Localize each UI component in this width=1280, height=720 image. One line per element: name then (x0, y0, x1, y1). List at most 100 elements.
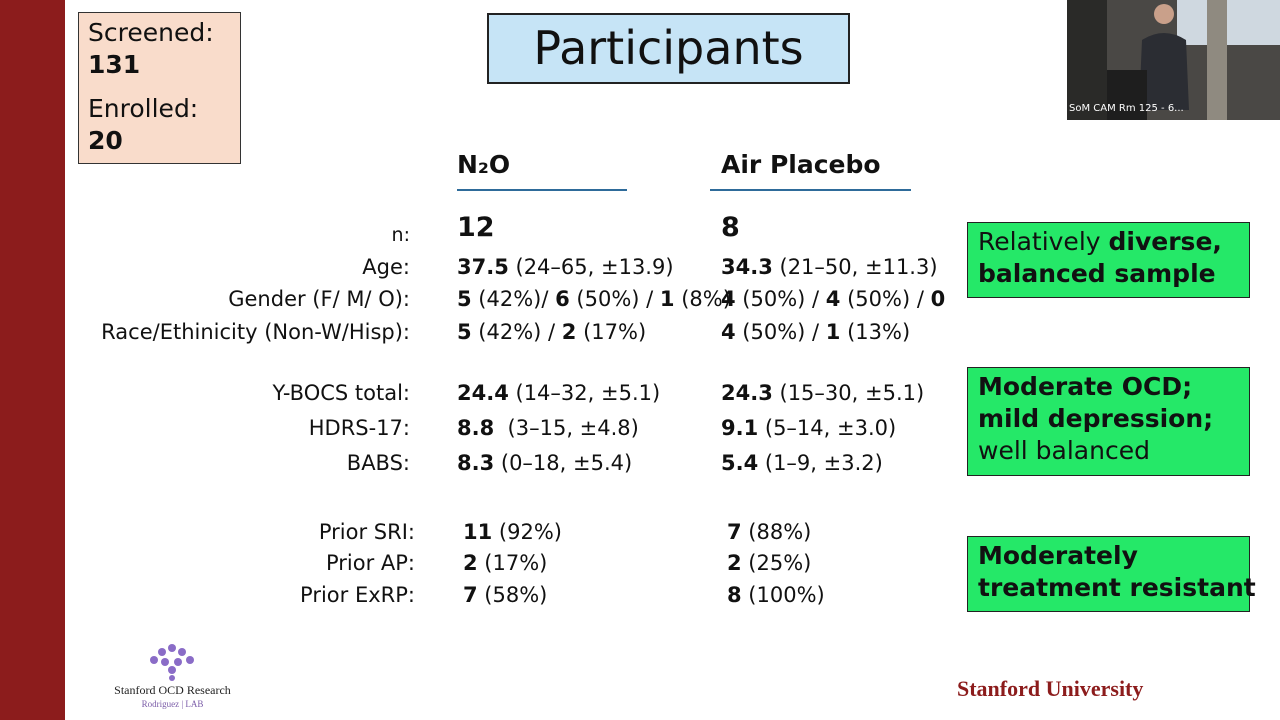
text-segment: (88%) (741, 520, 812, 544)
text-segment: 8.8 (457, 416, 495, 440)
text-segment: well balanced (978, 436, 1150, 465)
footer: Stanford University (957, 676, 1144, 701)
cell: 8 (721, 212, 740, 243)
text-segment: 7 (463, 583, 478, 607)
spacer (88, 81, 231, 93)
row-label: Prior ExRP: (300, 583, 415, 607)
row-label: Gender (F/ M/ O): (228, 287, 410, 311)
cell: 2 (25%) (727, 551, 811, 575)
cell: 5.4 (1–9, ±3.2) (721, 451, 883, 475)
text-segment: (50%) / (735, 287, 826, 311)
logo-lab: Rodriguez | LAB (141, 699, 204, 709)
callout: Moderately treatment resistant (967, 536, 1256, 612)
row-label: Prior AP: (325, 551, 415, 575)
count-label: Enrolled: (88, 94, 199, 123)
text-segment: balanced sample (978, 259, 1216, 288)
cell: 7 (88%) (727, 520, 811, 544)
text-segment: (100%) (741, 583, 825, 607)
text-segment: Moderate OCD; (978, 372, 1193, 401)
text-segment: (3–15, ±4.8) (494, 416, 639, 440)
text-segment: 8 (721, 212, 740, 243)
cell: 11 (92%) (463, 520, 562, 544)
text-segment: 5.4 (721, 451, 759, 475)
text-segment: 9.1 (721, 416, 759, 440)
text-segment: 2 (463, 551, 478, 575)
text-segment: 5 (457, 320, 472, 344)
text-segment: 8.3 (457, 451, 495, 475)
row-label: Race/Ethinicity (Non-W/Hisp): (101, 320, 410, 344)
text-segment: 12 (457, 212, 495, 243)
cell: 24.4 (14–32, ±5.1) (457, 381, 660, 405)
text-segment: (13%) (840, 320, 911, 344)
text-segment: (42%)/ (471, 287, 556, 311)
count-value: 131 (88, 50, 141, 79)
text-segment: (24–65, ±13.9) (508, 255, 674, 279)
cell: 5 (42%) / 2 (17%) (457, 320, 646, 344)
text-segment: 7 (727, 520, 742, 544)
callout-line: treatment resistant (978, 572, 1256, 604)
logo-name: Stanford OCD Research (114, 683, 231, 697)
text-segment: (42%) / (471, 320, 562, 344)
text-segment: mild depression; (978, 404, 1214, 433)
callout-line: Moderately (978, 540, 1239, 572)
text-segment: (50%) / (840, 287, 931, 311)
text-segment: 24.3 (721, 381, 773, 405)
cell: 2 (17%) (463, 551, 547, 575)
text-segment: (5–14, ±3.0) (758, 416, 897, 440)
cell: 9.1 (5–14, ±3.0) (721, 416, 896, 440)
text-segment: (58%) (477, 583, 548, 607)
text-segment: 6 (555, 287, 570, 311)
text-segment: treatment resistant (978, 573, 1256, 602)
text-segment: 11 (463, 520, 493, 544)
row-label: Age: (362, 255, 410, 279)
text-segment: 34.3 (721, 255, 773, 279)
callout-line: balanced sample (978, 258, 1239, 290)
text-segment: 4 (721, 287, 736, 311)
slide-title: Participants (487, 13, 850, 84)
row-label: Y-BOCS total: (272, 381, 411, 405)
text-segment: (8%) (674, 287, 731, 311)
cell: 8.3 (0–18, ±5.4) (457, 451, 632, 475)
text-segment: 8 (727, 583, 742, 607)
row-label: BABS: (346, 451, 410, 475)
video-label: SoM CAM Rm 125 - 6... (1069, 103, 1184, 114)
column-header: N₂O (457, 150, 511, 179)
text-segment: (14–32, ±5.1) (508, 381, 661, 405)
header-underline (457, 189, 627, 191)
callout-line: well balanced (978, 435, 1239, 467)
cell: 8.8 (3–15, ±4.8) (457, 416, 639, 440)
count-value: 20 (88, 126, 123, 155)
side-bar (0, 0, 65, 720)
callout: Moderate OCD; mild depression; well balanc… (967, 367, 1250, 476)
callout-line: mild depression; (978, 403, 1239, 435)
text-segment: 24.4 (457, 381, 509, 405)
text-segment: 4 (721, 320, 736, 344)
text-segment: 37.5 (457, 255, 509, 279)
cell: 8 (100%) (727, 583, 825, 607)
cell: 4 (50%) / 4 (50%) / 0 (721, 287, 945, 311)
text-segment: (92%) (492, 520, 562, 544)
text-segment: diverse, (1108, 227, 1222, 256)
text-segment: Relatively (978, 227, 1109, 256)
cell: 4 (50%) / 1 (13%) (721, 320, 910, 344)
video-thumbnail (1067, 0, 1280, 120)
cell: 7 (58%) (463, 583, 547, 607)
video-scene (1067, 0, 1280, 120)
cell: 34.3 (21–50, ±11.3) (721, 255, 938, 279)
text-segment: (0–18, ±5.4) (494, 451, 633, 475)
text-segment: (1–9, ±3.2) (758, 451, 883, 475)
text-segment: (17%) (477, 551, 548, 575)
counts-box: Screened: 131 Enrolled: 20 (78, 12, 241, 164)
text-segment: 0 (930, 287, 946, 311)
text-segment: 5 (457, 287, 472, 311)
cell: 37.5 (24–65, ±13.9) (457, 255, 674, 279)
callout-line: Moderate OCD; (978, 371, 1239, 403)
text-segment: (21–50, ±11.3) (772, 255, 938, 279)
text-segment: Moderately (978, 541, 1138, 570)
text-segment: 1 (659, 287, 675, 311)
text-segment: (50%) / (569, 287, 660, 311)
row-label: HDRS-17: (308, 416, 410, 440)
text-segment: 2 (561, 320, 577, 344)
text-segment: (17%) (576, 320, 647, 344)
